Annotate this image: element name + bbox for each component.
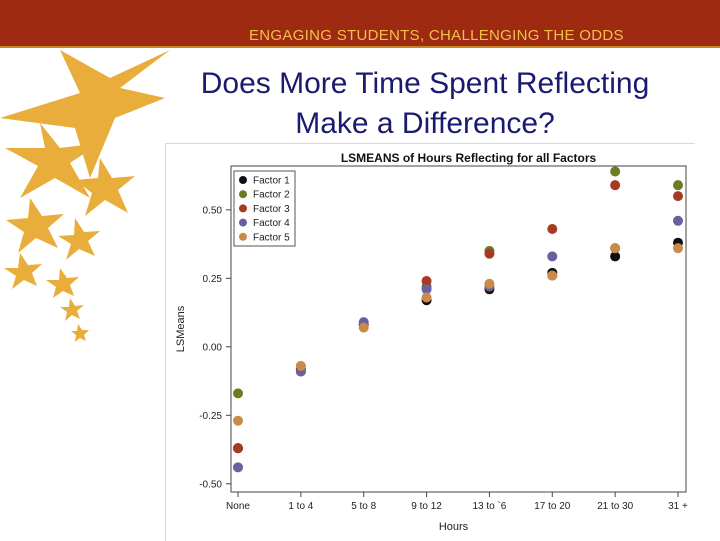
data-point — [358, 322, 369, 333]
legend-label: Factor 1 — [253, 176, 290, 187]
data-point — [484, 248, 495, 259]
page-title: Does More Time Spent Reflecting Make a D… — [150, 64, 700, 144]
legend-marker — [239, 190, 247, 199]
header-divider — [0, 46, 720, 48]
y-tick-label: 0.50 — [203, 205, 223, 216]
data-point — [233, 415, 243, 426]
data-point — [673, 215, 683, 226]
x-axis-label: Hours — [439, 521, 469, 533]
y-axis-label: LSMeans — [175, 305, 187, 352]
y-tick-label: -0.25 — [199, 411, 222, 422]
legend-label: Factor 4 — [253, 218, 290, 229]
x-tick-label: 31 + — [668, 501, 688, 512]
star-icon — [60, 298, 84, 321]
data-point — [233, 388, 243, 399]
data-point — [610, 251, 621, 262]
data-point — [673, 180, 683, 191]
data-point — [233, 462, 243, 473]
title-line-1: Does More Time Spent Reflecting — [200, 67, 650, 100]
data-point — [673, 243, 683, 254]
data-point — [610, 243, 621, 254]
y-tick-label: -0.50 — [199, 479, 222, 490]
plot-frame — [230, 165, 687, 493]
data-point — [547, 251, 558, 262]
header-bar — [0, 0, 720, 46]
decorative-stars — [0, 50, 170, 342]
data-point — [484, 278, 495, 289]
chart-title: LSMEANS of Hours Reflecting for all Fact… — [341, 151, 597, 165]
x-tick-label: 13 to `6 — [472, 500, 506, 512]
star-icon — [4, 253, 42, 289]
y-tick-label: 0.00 — [203, 342, 223, 353]
star-icon — [71, 324, 89, 342]
legend-marker — [239, 232, 247, 241]
chart-panel: LSMEANS of Hours Reflecting for all Fact… — [165, 143, 695, 541]
x-tick-label: 5 to 8 — [351, 501, 376, 512]
legend-marker — [239, 176, 247, 184]
data-point — [421, 284, 432, 295]
legend-marker — [239, 218, 247, 227]
data-point — [547, 270, 558, 281]
data-point — [421, 276, 432, 287]
title-line-2: Make a Difference? — [295, 107, 555, 140]
x-tick-label: 17 to 20 — [534, 501, 571, 512]
x-tick-label: 1 to 4 — [288, 501, 313, 512]
tagline: ENGAGING STUDENTS, CHALLENGING THE ODDS — [249, 27, 624, 44]
lsmeans-scatter-chart: LSMEANS of Hours Reflecting for all Fact… — [175, 151, 688, 533]
star-icon — [46, 268, 79, 298]
data-point — [547, 224, 558, 235]
data-point — [610, 166, 621, 177]
data-point — [421, 292, 432, 303]
star-icon — [0, 50, 170, 178]
data-point — [233, 443, 243, 454]
star-icon — [5, 123, 100, 198]
star-icon — [6, 198, 64, 253]
legend-label: Factor 2 — [253, 190, 290, 201]
x-tick-label: None — [226, 501, 250, 512]
data-point — [673, 191, 683, 202]
legend-label: Factor 3 — [253, 204, 290, 215]
x-tick-label: 9 to 12 — [411, 501, 442, 512]
legend-marker — [239, 204, 247, 213]
data-point — [610, 180, 621, 191]
legend-label: Factor 5 — [253, 232, 290, 243]
star-icon — [75, 158, 135, 216]
star-icon — [58, 218, 100, 260]
y-tick-label: 0.25 — [203, 274, 223, 285]
x-tick-label: 21 to 30 — [597, 501, 634, 512]
data-point — [295, 360, 306, 371]
